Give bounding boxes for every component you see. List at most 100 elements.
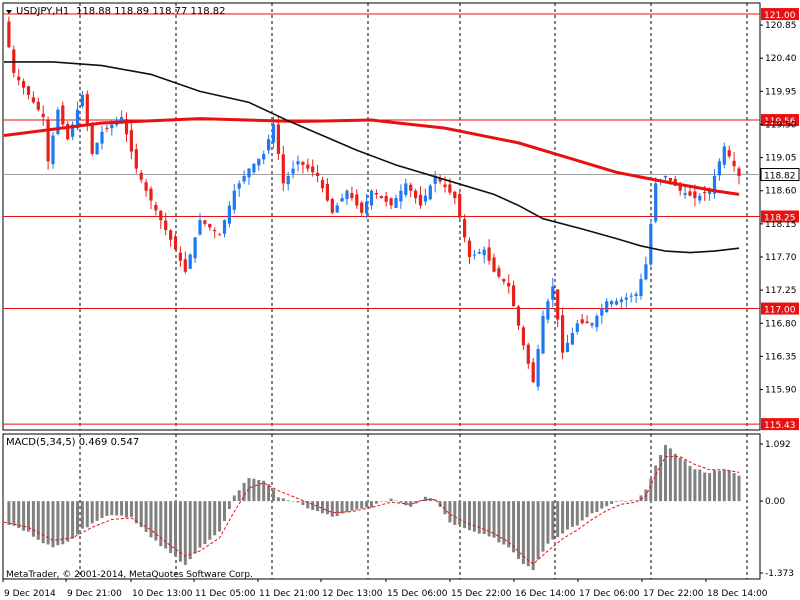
- macd-bar: [708, 473, 712, 502]
- candle: [232, 184, 236, 214]
- macd-bar: [433, 499, 437, 502]
- macd-bar: [85, 501, 89, 528]
- candle: [663, 175, 668, 181]
- macd-bar: [203, 501, 207, 545]
- macd-bar: [198, 501, 202, 548]
- candle: [512, 280, 516, 307]
- candle: [335, 202, 339, 213]
- level-label: 115.43: [764, 421, 796, 431]
- macd-bar: [164, 501, 168, 549]
- candle: [502, 278, 506, 285]
- slow-moving-average: [3, 117, 740, 196]
- macd-bar: [355, 501, 359, 510]
- candle: [654, 177, 658, 224]
- macd-y-tick-label: -1.373: [765, 569, 794, 579]
- candle: [516, 305, 521, 330]
- candle: [404, 178, 408, 198]
- candle: [198, 212, 202, 236]
- y-tick-label: 119.05: [765, 154, 797, 164]
- candle: [732, 152, 736, 172]
- candle: [507, 274, 511, 294]
- macd-bar: [659, 454, 663, 502]
- candle: [737, 166, 741, 185]
- macd-bar: [566, 501, 569, 530]
- candle: [306, 158, 310, 173]
- macd-bar: [46, 501, 50, 545]
- macd-bar: [546, 501, 550, 544]
- macd-bar: [139, 501, 143, 528]
- candle: [458, 188, 462, 221]
- symbol-label: USDJPY,H1: [16, 6, 69, 17]
- macd-bar: [286, 500, 290, 502]
- candle: [717, 158, 721, 181]
- candle: [36, 97, 40, 112]
- candle: [649, 220, 653, 267]
- macd-bar: [301, 501, 305, 506]
- candle: [80, 90, 84, 109]
- macd-bar: [321, 501, 324, 514]
- macd-bar: [394, 500, 398, 502]
- macd-bar: [634, 500, 638, 502]
- candle: [521, 325, 525, 350]
- candle: [374, 189, 378, 199]
- y-tick-label: 116.35: [765, 352, 797, 362]
- macd-bar: [22, 501, 26, 531]
- macd-bar: [531, 501, 535, 571]
- macd-bar: [512, 501, 516, 553]
- macd-bar: [713, 470, 716, 502]
- candle: [345, 189, 349, 205]
- candle: [311, 159, 315, 177]
- x-tick-label: 15 Dec 06:00: [387, 589, 448, 599]
- macd-bar: [453, 501, 457, 525]
- macd-bar: [306, 501, 310, 509]
- candle: [453, 190, 457, 205]
- candle: [169, 229, 173, 247]
- candle: [227, 201, 231, 228]
- macd-bar: [414, 501, 418, 504]
- macd-bar: [664, 444, 667, 502]
- macd-bar: [590, 501, 594, 514]
- macd-bar: [497, 501, 501, 543]
- macd-bar: [365, 501, 369, 508]
- macd-bar: [7, 501, 11, 525]
- candle: [213, 227, 217, 239]
- macd-bar: [174, 501, 177, 557]
- macd-bar: [423, 496, 427, 502]
- candle: [316, 165, 320, 183]
- candle: [66, 121, 70, 141]
- macd-bar: [404, 501, 408, 506]
- macd-bar: [703, 472, 707, 502]
- candle: [193, 237, 197, 263]
- candle: [634, 291, 638, 303]
- x-tick-label: 11 Dec 21:00: [259, 589, 320, 599]
- level-label: 121.00: [764, 11, 796, 21]
- x-tick-label: 11 Dec 05:00: [195, 589, 256, 599]
- candle: [575, 319, 579, 335]
- macd-bar: [639, 495, 643, 502]
- macd-bar: [159, 501, 163, 547]
- dropdown-triangle-icon[interactable]: [6, 10, 12, 14]
- macd-bar: [399, 501, 403, 503]
- macd-bar: [213, 501, 217, 536]
- candle: [325, 178, 329, 202]
- macd-bar: [232, 495, 236, 502]
- candle: [247, 167, 251, 186]
- candle: [561, 307, 565, 360]
- candle: [492, 253, 496, 273]
- y-tick-label: 118.60: [765, 187, 797, 197]
- candle: [482, 246, 486, 264]
- macd-bar: [389, 498, 393, 502]
- macd-bar: [585, 501, 589, 518]
- macd-bar: [561, 501, 565, 534]
- macd-bar: [129, 501, 133, 517]
- copyright-text: MetaTrader, © 2001-2014, MetaQuotes Soft…: [6, 570, 253, 580]
- candle: [159, 210, 163, 229]
- candle: [203, 219, 207, 227]
- macd-bar: [722, 469, 726, 502]
- candle: [242, 170, 246, 184]
- macd-bar: [100, 501, 104, 518]
- candle: [600, 303, 604, 324]
- macd-bar: [144, 501, 148, 533]
- candle: [619, 296, 623, 310]
